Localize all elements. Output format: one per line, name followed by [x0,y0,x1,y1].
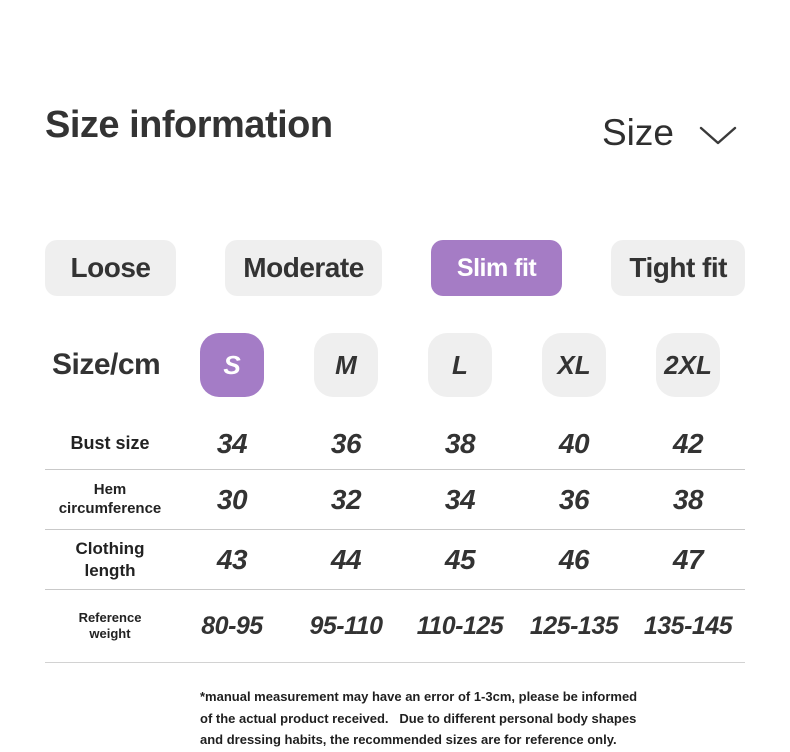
row-label: Reference weight [78,609,142,641]
size-chips-row: Size/cm S M L XL 2XL [45,331,745,399]
disclaimer-line: of the actual product received. Due to d… [200,710,637,726]
size-dropdown[interactable]: Size [602,112,738,154]
size-chip-xl[interactable]: XL [542,333,606,397]
size-measurements-table: Bust size 34 36 38 40 42 Hem circumferen… [45,418,745,663]
cell-value: 47 [672,543,704,575]
cell-value: 30 [216,483,248,515]
cell-value: 95-110 [309,611,384,640]
fit-options-row: Loose Moderate Slim fit Tight fit [45,239,745,297]
cell-value: 40 [558,427,590,459]
cell-value: 36 [330,427,362,459]
table-row-reference-weight: Reference weight 80-95 95-110 110-125 12… [45,590,745,663]
cell-value: 80-95 [201,611,263,640]
fit-option-tight-fit[interactable]: Tight fit [611,240,745,296]
size-chip-cell: 2XL [631,333,745,397]
cell-value: 38 [672,483,704,515]
size-chip-cell: L [403,333,517,397]
cell-value: 42 [672,427,704,459]
row-label: Hem circumference [58,480,162,517]
size-chip-cell: M [289,333,403,397]
fit-option-loose[interactable]: Loose [45,240,176,296]
row-label: Bust size [70,433,150,454]
cell-value: 32 [330,483,362,515]
cell-value: 44 [330,543,362,575]
page-title: Size information [45,104,333,146]
cell-value: 43 [216,543,248,575]
table-row-bust-size: Bust size 34 36 38 40 42 [45,418,745,470]
row-label: Clothing length [75,539,145,580]
table-row-clothing-length: Clothing length 43 44 45 46 47 [45,530,745,590]
size-chip-2xl[interactable]: 2XL [656,333,720,397]
size-chip-cell: XL [517,333,631,397]
size-chip-m[interactable]: M [314,333,378,397]
disclaimer-line: and dressing habits, the recommended siz… [200,732,617,747]
size-unit-label: Size/cm [52,348,161,381]
cell-value: 36 [558,483,590,515]
table-row-hem-circumference: Hem circumference 30 32 34 36 38 [45,470,745,530]
measurement-disclaimer: *manual measurement may have an error of… [200,686,637,751]
fit-option-slim-fit[interactable]: Slim fit [431,240,563,296]
cell-value: 34 [444,483,476,515]
cell-value: 34 [216,427,248,459]
size-dropdown-label: Size [602,112,674,153]
chevron-down-icon [698,119,738,147]
cell-value: 45 [444,543,476,575]
size-chip-s[interactable]: S [200,333,264,397]
cell-value: 125-135 [529,611,619,640]
disclaimer-line: *manual measurement may have an error of… [200,689,638,704]
cell-value: 46 [558,543,590,575]
size-chip-cell: S [175,333,289,397]
size-chip-l[interactable]: L [428,333,492,397]
cell-value: 110-125 [416,611,504,640]
fit-option-moderate[interactable]: Moderate [225,240,382,296]
cell-value: 38 [444,427,476,459]
cell-value: 135-145 [643,611,733,640]
